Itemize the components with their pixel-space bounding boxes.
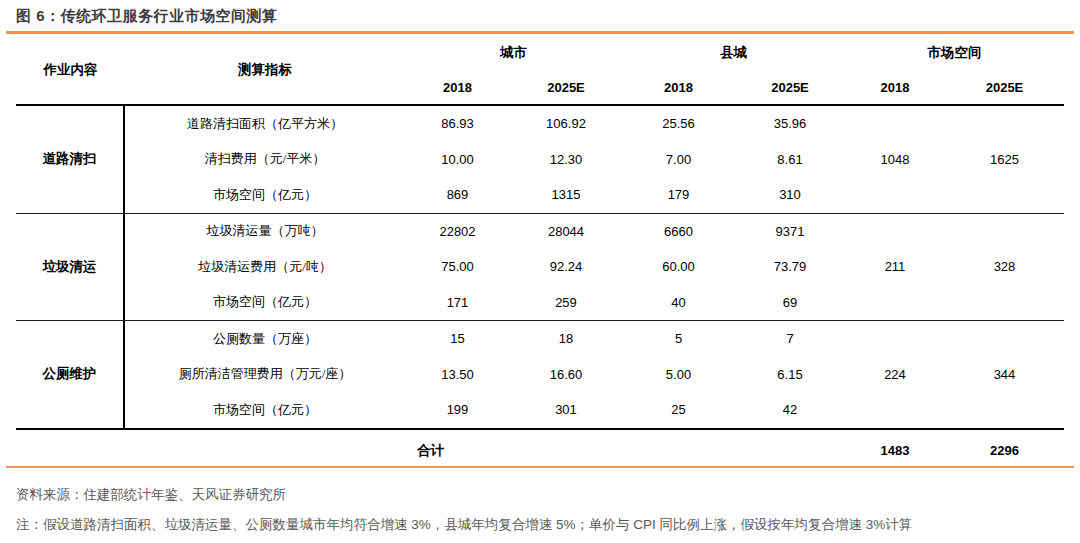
- market-space-2018-cell: 1048: [845, 142, 945, 178]
- indicator-cell: 公厕数量（万座）: [125, 321, 405, 357]
- indicator-cell: 垃圾清运量（万吨）: [125, 214, 405, 250]
- assumption-note: 注：假设道路清扫面积、垃圾清运量、公厕数量城市年均符合增速 3%，县城年均复合增…: [16, 516, 912, 534]
- indicator-cell: 市场空间（亿元）: [125, 392, 405, 428]
- market-space-table: 作业内容 测算指标 城市 县城 市场空间 2018 2025E 2018 202…: [16, 36, 1064, 472]
- header-indicator-col: 测算指标: [125, 36, 405, 104]
- header-year-market-2025e: 2025E: [945, 70, 1064, 104]
- value-cell: 171: [405, 285, 510, 321]
- header-year-market-2018: 2018: [845, 70, 945, 104]
- value-cell: 60.00: [622, 249, 735, 285]
- value-cell: 15: [405, 321, 510, 357]
- group-toilet-maintenance: 公厕维护 公厕数量（万座） 15 18 5 7 厕所清洁管理费用（万元/座） 1…: [16, 321, 1064, 430]
- market-space-2025e-cell: 344: [945, 357, 1064, 393]
- group-label: 垃圾清运: [16, 214, 125, 321]
- value-cell: 106.92: [510, 106, 622, 142]
- header-year-city-2025e: 2025E: [510, 70, 622, 104]
- value-cell: 86.93: [405, 106, 510, 142]
- title-accent-rule: [6, 31, 1074, 34]
- value-cell: 69: [735, 285, 845, 321]
- value-cell: 12.30: [510, 142, 622, 178]
- value-cell: 18: [510, 321, 622, 357]
- value-cell: 869: [405, 177, 510, 213]
- market-space-2018-cell: 211: [845, 249, 945, 285]
- header-year-county-2018: 2018: [622, 70, 735, 104]
- value-cell: 75.00: [405, 249, 510, 285]
- value-cell: 28044: [510, 214, 622, 250]
- value-cell: 6.15: [735, 357, 845, 393]
- value-cell: 7: [735, 321, 845, 357]
- header-group-city: 城市: [405, 36, 622, 70]
- value-cell: 92.24: [510, 249, 622, 285]
- indicator-cell: 道路清扫面积（亿平方米）: [125, 106, 405, 142]
- group-garbage-transport: 垃圾清运 垃圾清运量（万吨） 22802 28044 6660 9371 垃圾清…: [16, 214, 1064, 322]
- value-cell: 7.00: [622, 142, 735, 178]
- header-year-city-2018: 2018: [405, 70, 510, 104]
- market-space-2025e-cell: 1625: [945, 142, 1064, 178]
- market-space-2025e-cell: 328: [945, 249, 1064, 285]
- indicator-cell: 市场空间（亿元）: [125, 177, 405, 213]
- group-label: 道路清扫: [16, 106, 125, 213]
- value-cell: 301: [510, 392, 622, 428]
- value-cell: 5: [622, 321, 735, 357]
- header-group-county: 县城: [622, 36, 845, 70]
- value-cell: 13.50: [405, 357, 510, 393]
- header-group-market-space: 市场空间: [845, 36, 1064, 70]
- group-label: 公厕维护: [16, 321, 125, 428]
- value-cell: 259: [510, 285, 622, 321]
- value-cell: 16.60: [510, 357, 622, 393]
- value-cell: 73.79: [735, 249, 845, 285]
- figure-title: 图 6：传统环卫服务行业市场空间测算: [16, 7, 278, 26]
- value-cell: 310: [735, 177, 845, 213]
- table-header: 作业内容 测算指标 城市 县城 市场空间 2018 2025E 2018 202…: [16, 36, 1064, 106]
- value-cell: 35.96: [735, 106, 845, 142]
- indicator-cell: 市场空间（亿元）: [125, 285, 405, 321]
- value-cell: 6660: [622, 214, 735, 250]
- indicator-cell: 清扫费用（元/平米）: [125, 142, 405, 178]
- header-year-county-2025e: 2025E: [735, 70, 845, 104]
- value-cell: 9371: [735, 214, 845, 250]
- value-cell: 10.00: [405, 142, 510, 178]
- value-cell: 5.00: [622, 357, 735, 393]
- value-cell: 25: [622, 392, 735, 428]
- value-cell: 8.61: [735, 142, 845, 178]
- report-figure-page: 图 6：传统环卫服务行业市场空间测算 作业内容 测算指标 城市 县城 市场空间 …: [0, 0, 1080, 543]
- market-space-2018-cell: 224: [845, 357, 945, 393]
- value-cell: 179: [622, 177, 735, 213]
- header-job-col: 作业内容: [16, 36, 125, 104]
- value-cell: 42: [735, 392, 845, 428]
- indicator-cell: 厕所清洁管理费用（万元/座）: [125, 357, 405, 393]
- value-cell: 199: [405, 392, 510, 428]
- value-cell: 40: [622, 285, 735, 321]
- indicator-cell: 垃圾清运费用（元/吨）: [125, 249, 405, 285]
- value-cell: 25.56: [622, 106, 735, 142]
- value-cell: 22802: [405, 214, 510, 250]
- value-cell: 1315: [510, 177, 622, 213]
- bottom-accent-rule: [6, 466, 1074, 468]
- source-note: 资料来源：住建部统计年鉴、天风证券研究所: [16, 486, 286, 504]
- group-road-sweeping: 道路清扫 道路清扫面积（亿平方米） 86.93 106.92 25.56 35.…: [16, 106, 1064, 214]
